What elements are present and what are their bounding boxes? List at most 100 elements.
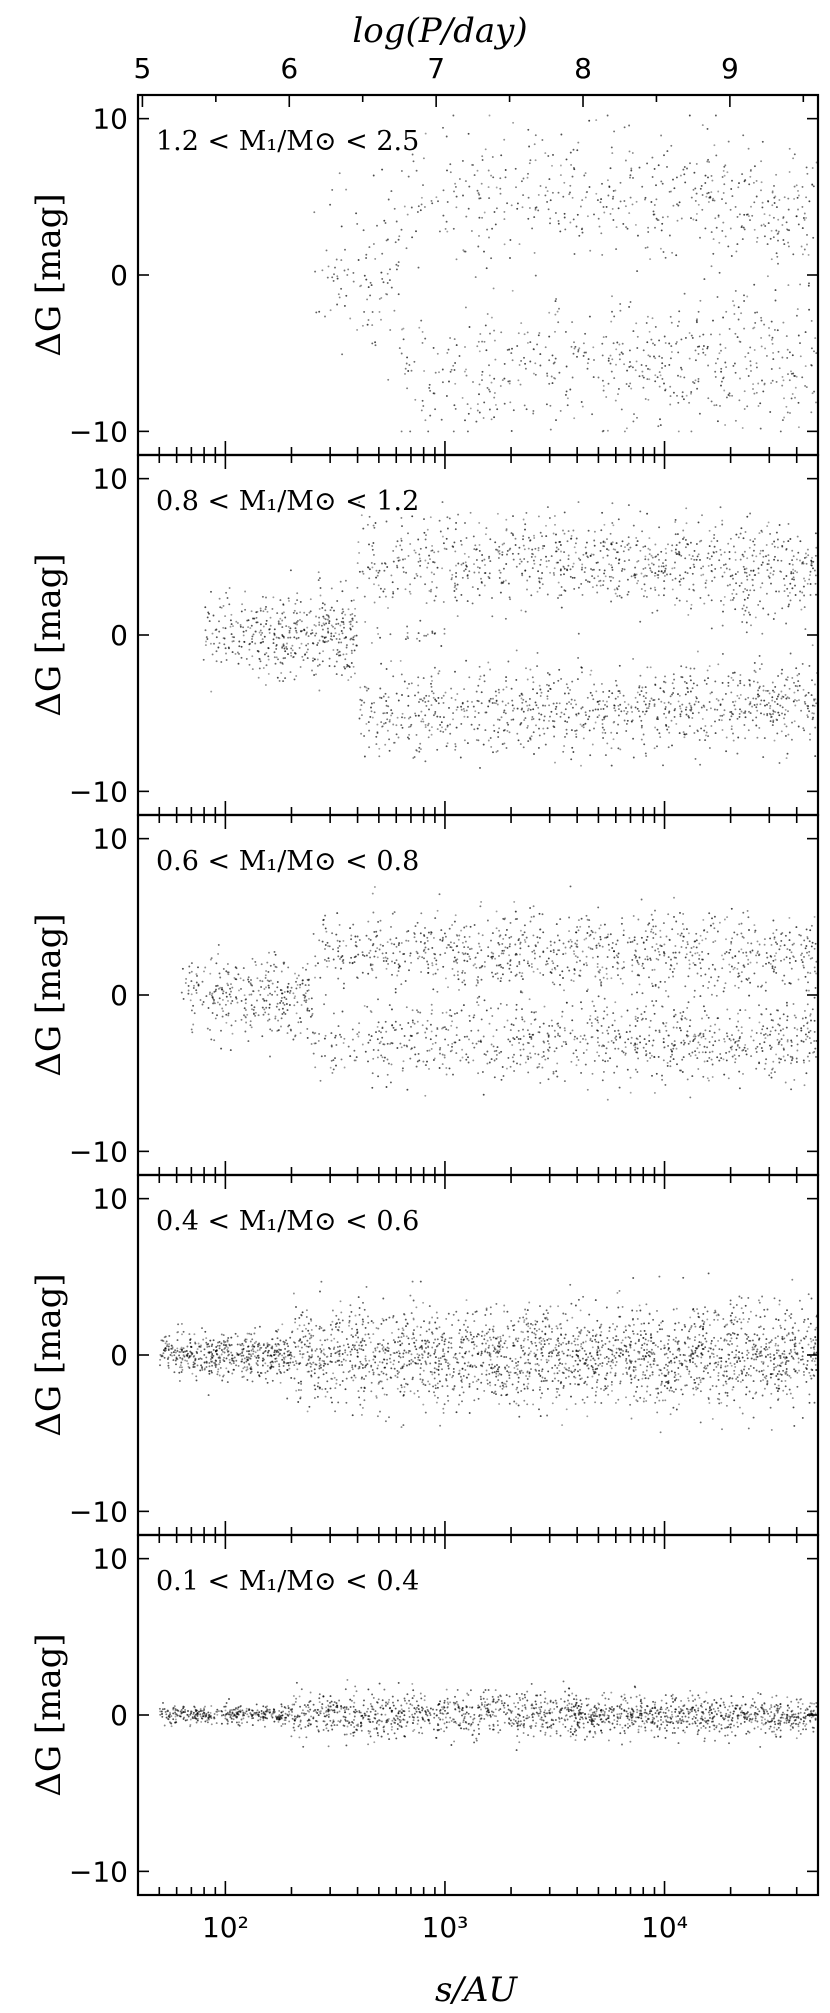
data-point (563, 212, 566, 215)
data-point (675, 920, 678, 923)
data-point (573, 546, 576, 549)
data-point (218, 997, 221, 1000)
data-point (312, 932, 315, 935)
data-point (746, 213, 749, 216)
data-point (542, 973, 545, 976)
data-point (535, 1010, 537, 1013)
data-point (386, 711, 389, 714)
data-point (538, 734, 541, 737)
data-point (410, 723, 413, 726)
data-point (794, 1016, 797, 1019)
data-point (763, 737, 766, 740)
data-point (625, 427, 628, 430)
data-point (623, 363, 626, 366)
data-point (479, 333, 482, 335)
data-point (721, 698, 724, 701)
data-point (807, 691, 810, 694)
data-point (426, 1019, 429, 1022)
data-point (576, 678, 579, 681)
data-point (560, 606, 563, 609)
data-point (736, 752, 739, 755)
data-point (671, 744, 673, 747)
data-point (644, 198, 646, 201)
data-point (786, 348, 789, 351)
data-point (692, 588, 695, 591)
data-point (263, 1008, 266, 1011)
data-point (606, 1006, 608, 1009)
data-point (373, 711, 376, 714)
data-point (669, 573, 672, 576)
data-point (721, 681, 724, 684)
data-point (406, 635, 409, 638)
data-point (692, 682, 695, 685)
data-point (588, 186, 591, 188)
data-point (755, 195, 758, 198)
data-point (718, 271, 721, 274)
data-point (391, 596, 394, 599)
data-point (688, 588, 691, 591)
data-point (445, 135, 448, 138)
data-point (593, 539, 596, 542)
data-point (415, 733, 418, 736)
data-point (294, 1034, 297, 1037)
data-point (529, 920, 532, 923)
data-point (685, 928, 688, 931)
data-point (801, 662, 804, 665)
data-point (400, 1027, 403, 1030)
data-point (749, 364, 752, 367)
data-point (372, 174, 375, 177)
data-point (649, 569, 652, 572)
data-point (772, 216, 775, 219)
data-point (498, 943, 501, 946)
data-point (369, 281, 372, 284)
data-point (414, 694, 416, 697)
data-point (658, 732, 661, 735)
data-point (808, 1037, 811, 1040)
data-point (461, 702, 464, 705)
data-point (495, 548, 498, 551)
data-point (596, 1029, 599, 1032)
data-point (529, 708, 532, 711)
data-point (519, 929, 522, 932)
data-point (575, 713, 578, 716)
data-point (322, 923, 325, 926)
data-point (496, 718, 499, 721)
data-point (646, 935, 649, 938)
data-point (753, 349, 756, 351)
data-point (523, 356, 525, 359)
data-point (790, 572, 793, 575)
data-point (710, 599, 713, 602)
data-point (363, 595, 366, 598)
data-point (378, 755, 381, 758)
data-point (377, 584, 380, 587)
data-point (406, 687, 409, 690)
data-point (638, 686, 641, 689)
data-point (363, 274, 366, 277)
data-point (527, 1058, 530, 1060)
data-point (749, 219, 751, 222)
data-point (330, 606, 333, 609)
data-point (771, 204, 774, 207)
data-point (489, 1007, 492, 1010)
data-point (538, 936, 541, 939)
data-point (789, 538, 792, 540)
data-point (418, 701, 420, 703)
data-point (603, 572, 606, 575)
data-point (530, 718, 533, 721)
data-point (629, 301, 632, 303)
data-point (478, 966, 481, 969)
data-point (367, 687, 370, 690)
data-point (238, 989, 240, 992)
data-point (627, 703, 630, 706)
data-point (532, 412, 535, 415)
data-point (768, 334, 771, 337)
data-point (457, 978, 460, 981)
data-point (516, 965, 519, 968)
data-point (804, 1016, 807, 1019)
data-point (755, 366, 758, 369)
data-point (613, 588, 616, 591)
data-point (557, 597, 559, 599)
data-point (448, 517, 451, 520)
data-point (318, 689, 321, 692)
data-point (624, 1052, 627, 1055)
